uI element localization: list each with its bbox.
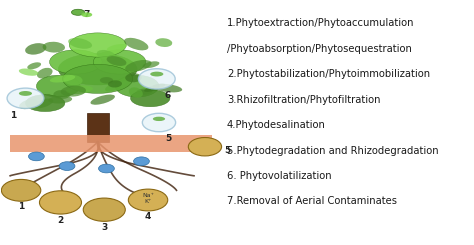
Text: 4: 4 bbox=[145, 212, 151, 221]
Text: 1: 1 bbox=[18, 202, 24, 211]
Text: 5: 5 bbox=[165, 134, 172, 143]
Ellipse shape bbox=[25, 43, 46, 55]
Ellipse shape bbox=[19, 69, 38, 76]
Circle shape bbox=[7, 88, 44, 109]
FancyBboxPatch shape bbox=[87, 113, 109, 142]
Text: 5: 5 bbox=[225, 146, 231, 155]
Text: 6. Phytovolatilization: 6. Phytovolatilization bbox=[227, 171, 331, 181]
Text: Na⁺: Na⁺ bbox=[142, 193, 154, 198]
Text: 1: 1 bbox=[10, 111, 16, 120]
Ellipse shape bbox=[19, 99, 38, 109]
Ellipse shape bbox=[37, 68, 53, 78]
Circle shape bbox=[83, 198, 125, 221]
Ellipse shape bbox=[153, 84, 182, 92]
Text: 5.Phytodegradation and Rhizodegradation: 5.Phytodegradation and Rhizodegradation bbox=[227, 146, 438, 156]
Circle shape bbox=[142, 113, 176, 132]
Ellipse shape bbox=[124, 38, 148, 50]
Ellipse shape bbox=[63, 64, 133, 93]
Ellipse shape bbox=[125, 60, 152, 72]
Ellipse shape bbox=[150, 72, 164, 76]
Ellipse shape bbox=[58, 53, 137, 85]
Circle shape bbox=[128, 189, 168, 211]
Ellipse shape bbox=[153, 117, 165, 121]
Circle shape bbox=[59, 162, 75, 171]
Ellipse shape bbox=[105, 83, 120, 92]
Ellipse shape bbox=[19, 91, 32, 96]
Text: 2: 2 bbox=[57, 216, 64, 225]
Circle shape bbox=[39, 191, 82, 214]
Ellipse shape bbox=[36, 75, 80, 97]
Text: 2.Phytostabilization/Phytoimmobilization: 2.Phytostabilization/Phytoimmobilization bbox=[227, 69, 430, 79]
Text: 1.Phytoextraction/Phytoaccumulation: 1.Phytoextraction/Phytoaccumulation bbox=[227, 18, 414, 28]
Ellipse shape bbox=[107, 44, 127, 51]
Ellipse shape bbox=[100, 77, 113, 84]
Ellipse shape bbox=[50, 75, 75, 83]
Text: K⁺: K⁺ bbox=[145, 199, 152, 204]
Text: 6: 6 bbox=[164, 91, 171, 100]
Text: 7: 7 bbox=[83, 10, 90, 19]
Ellipse shape bbox=[66, 85, 93, 94]
Ellipse shape bbox=[81, 12, 92, 17]
Ellipse shape bbox=[26, 95, 65, 112]
Circle shape bbox=[134, 157, 149, 166]
Text: 4.Phytodesalination: 4.Phytodesalination bbox=[227, 120, 326, 130]
Ellipse shape bbox=[144, 84, 165, 92]
Text: /Phytoabsorption/Phytosequestration: /Phytoabsorption/Phytosequestration bbox=[227, 44, 412, 54]
Circle shape bbox=[99, 164, 114, 173]
Ellipse shape bbox=[50, 50, 102, 74]
Ellipse shape bbox=[107, 56, 127, 66]
Ellipse shape bbox=[43, 42, 65, 53]
Ellipse shape bbox=[115, 75, 159, 97]
Bar bbox=[10, 135, 211, 152]
Ellipse shape bbox=[130, 90, 170, 107]
Ellipse shape bbox=[108, 80, 122, 87]
Ellipse shape bbox=[69, 33, 126, 57]
Ellipse shape bbox=[27, 62, 41, 69]
Ellipse shape bbox=[155, 38, 172, 47]
Ellipse shape bbox=[143, 61, 159, 68]
Ellipse shape bbox=[54, 90, 70, 99]
Ellipse shape bbox=[68, 38, 92, 49]
Text: 3.Rhizofiltration/Phytofiltration: 3.Rhizofiltration/Phytofiltration bbox=[227, 95, 380, 105]
Ellipse shape bbox=[91, 95, 115, 105]
Text: 7.Removal of Aerial Contaminates: 7.Removal of Aerial Contaminates bbox=[227, 196, 397, 206]
Ellipse shape bbox=[93, 50, 146, 74]
Circle shape bbox=[188, 137, 221, 156]
Ellipse shape bbox=[129, 87, 143, 98]
Ellipse shape bbox=[72, 9, 84, 15]
Ellipse shape bbox=[97, 50, 116, 60]
Ellipse shape bbox=[136, 88, 152, 95]
Circle shape bbox=[28, 152, 44, 161]
Ellipse shape bbox=[32, 98, 53, 109]
Ellipse shape bbox=[61, 86, 86, 97]
Text: 3: 3 bbox=[101, 223, 108, 232]
Circle shape bbox=[138, 69, 175, 89]
Circle shape bbox=[1, 179, 41, 201]
Ellipse shape bbox=[125, 73, 142, 82]
Ellipse shape bbox=[48, 96, 72, 103]
Ellipse shape bbox=[64, 75, 82, 85]
